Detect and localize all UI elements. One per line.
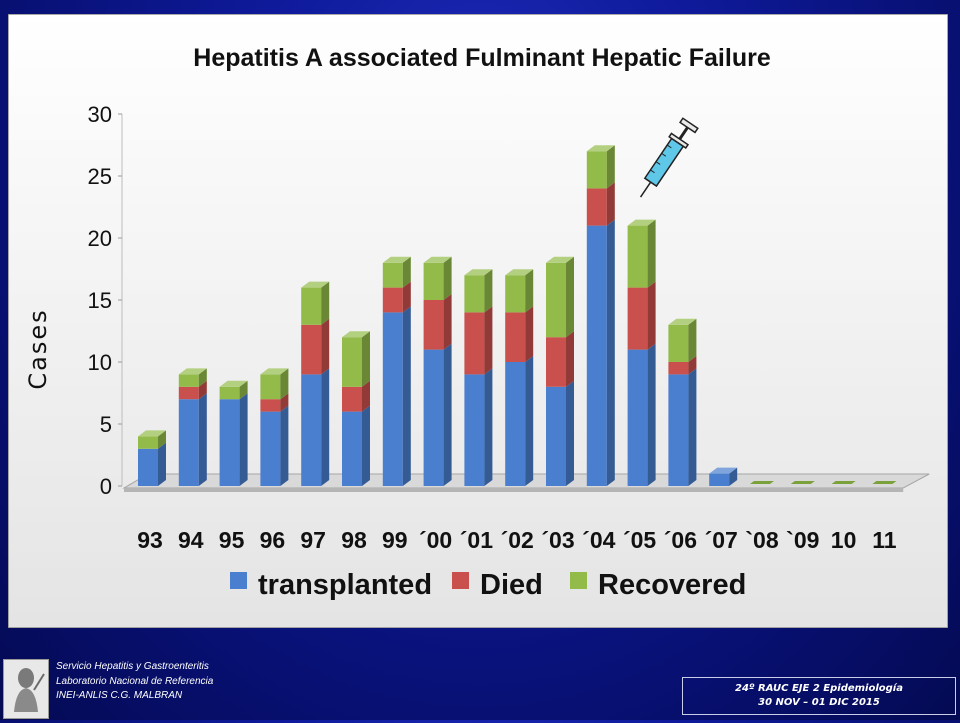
institution-logo-icon xyxy=(3,659,49,719)
footer-line: Servicio Hepatitis y Gastroenteritis xyxy=(56,661,209,672)
bar-segment-recovered-93 xyxy=(138,430,166,449)
bar-segment-died-´01 xyxy=(464,306,493,375)
y-tick-label: 10 xyxy=(88,350,112,375)
bar-segment-transplanted-´07 xyxy=(709,467,738,486)
x-tick-label: ´01 xyxy=(460,527,493,553)
bar-segment-transplanted-93 xyxy=(138,442,166,486)
chart-floor-edge xyxy=(124,488,904,492)
x-tick-label: ´00 xyxy=(419,527,452,553)
legend-label: Died xyxy=(480,569,543,601)
bar-segment-transplanted-´01 xyxy=(464,368,493,486)
bar-zero-`09 xyxy=(790,481,815,484)
x-tick-label: 97 xyxy=(300,527,326,553)
footer-line: INEI-ANLIS C.G. MALBRAN xyxy=(56,690,183,701)
y-tick-label: 15 xyxy=(88,288,112,313)
bar-segment-transplanted-95 xyxy=(219,393,248,486)
bar-segment-died-97 xyxy=(301,318,330,375)
y-tick-label: 5 xyxy=(100,412,112,437)
x-tick-label: 11 xyxy=(872,527,897,553)
y-tick-label: 25 xyxy=(88,164,112,189)
y-tick-label: 20 xyxy=(88,226,112,251)
x-tick-label: 94 xyxy=(178,527,204,553)
x-tick-label: `09 xyxy=(786,527,819,553)
bar-segment-recovered-´00 xyxy=(423,256,452,300)
bar-segment-transplanted-´02 xyxy=(505,356,534,486)
bar-segment-transplanted-97 xyxy=(301,368,330,486)
bar-segment-died-96 xyxy=(260,393,289,412)
bar-segment-transplanted-´04 xyxy=(586,219,615,486)
event-dates: 30 NOV – 01 DIC 2015 xyxy=(758,697,880,708)
bar-segment-recovered-98 xyxy=(342,331,370,387)
bar-segment-died-´06 xyxy=(668,356,697,375)
bar-segment-transplanted-´03 xyxy=(546,380,574,486)
stacked-bar-chart: Hepatitis A associated Fulminant Hepatic… xyxy=(8,14,948,628)
x-tick-label: ´05 xyxy=(623,527,656,553)
bar-zero-11 xyxy=(872,481,897,484)
y-axis-label: Cases xyxy=(24,308,52,389)
chart-title: Hepatitis A associated Fulminant Hepatic… xyxy=(193,44,771,72)
y-tick-label: 30 xyxy=(88,102,112,127)
bar-segment-transplanted-99 xyxy=(382,306,411,486)
legend-item-transplanted: transplanted xyxy=(230,569,432,601)
x-tick-label: `08 xyxy=(745,527,778,553)
bar-segment-recovered-94 xyxy=(178,368,207,387)
bar-segment-recovered-95 xyxy=(219,380,248,400)
legend-label: transplanted xyxy=(258,569,432,601)
footer-credits: Servicio Hepatitis y Gastroenteritis Lab… xyxy=(56,660,213,704)
bar-segment-recovered-97 xyxy=(301,281,330,325)
syringe-icon xyxy=(639,117,699,198)
bar-segment-transplanted-´05 xyxy=(627,343,656,486)
bar-segment-recovered-´05 xyxy=(627,219,656,288)
legend-item-died: Died xyxy=(452,569,543,601)
bar-zero-`08 xyxy=(750,481,774,484)
bar-segment-recovered-99 xyxy=(382,256,411,288)
bar-segment-transplanted-96 xyxy=(260,405,289,486)
bar-segment-recovered-´06 xyxy=(668,318,697,362)
bar-segment-recovered-´02 xyxy=(505,269,534,313)
event-title: 24º RAUC EJE 2 Epidemiología xyxy=(735,683,903,694)
x-tick-label: ´03 xyxy=(541,527,574,553)
chart-container: Hepatitis A associated Fulminant Hepatic… xyxy=(8,14,948,628)
x-tick-label: ´04 xyxy=(582,527,615,553)
bar-segment-transplanted-´00 xyxy=(423,343,452,486)
footer-line: Laboratorio Nacional de Referencia xyxy=(56,675,214,687)
x-tick-label: 96 xyxy=(260,527,286,553)
bar-segment-died-98 xyxy=(342,380,370,412)
x-tick-label: ´06 xyxy=(664,527,697,553)
legend-label: Recovered xyxy=(598,569,746,601)
bar-segment-died-´03 xyxy=(546,331,574,387)
bar-segment-died-´02 xyxy=(505,306,534,362)
bar-segment-died-´00 xyxy=(423,294,452,350)
bar-segment-transplanted-94 xyxy=(178,393,207,486)
x-tick-label: 99 xyxy=(382,527,408,553)
bar-segment-died-´05 xyxy=(627,281,656,350)
x-tick-label: 98 xyxy=(341,527,367,553)
bar-segment-died-94 xyxy=(178,380,207,400)
bar-segment-recovered-´04 xyxy=(586,145,615,189)
bar-segment-died-´04 xyxy=(586,182,615,226)
x-tick-label: 93 xyxy=(137,527,163,553)
y-tick-label: 0 xyxy=(100,474,112,499)
legend-item-recovered: Recovered xyxy=(570,569,746,601)
x-tick-label: ´07 xyxy=(705,527,738,553)
bar-segment-transplanted-´06 xyxy=(668,368,697,486)
x-tick-label: 10 xyxy=(831,527,857,553)
bar-segment-died-99 xyxy=(382,281,411,313)
bar-segment-recovered-´01 xyxy=(464,269,493,313)
bar-segment-recovered-96 xyxy=(260,368,289,400)
bar-segment-recovered-´03 xyxy=(546,256,574,338)
x-tick-label: ´02 xyxy=(501,527,534,553)
bar-zero-10 xyxy=(831,481,856,484)
plot-area: 0 5 10 15 20 25 30 93 94 95 96 97 98 99 ´00 ´01 ´02 ´03 ´0… xyxy=(88,102,930,601)
event-badge: 24º RAUC EJE 2 Epidemiología 30 NOV – 01… xyxy=(682,677,956,715)
x-tick-label: 95 xyxy=(219,527,245,553)
bar-segment-transplanted-98 xyxy=(342,405,370,486)
